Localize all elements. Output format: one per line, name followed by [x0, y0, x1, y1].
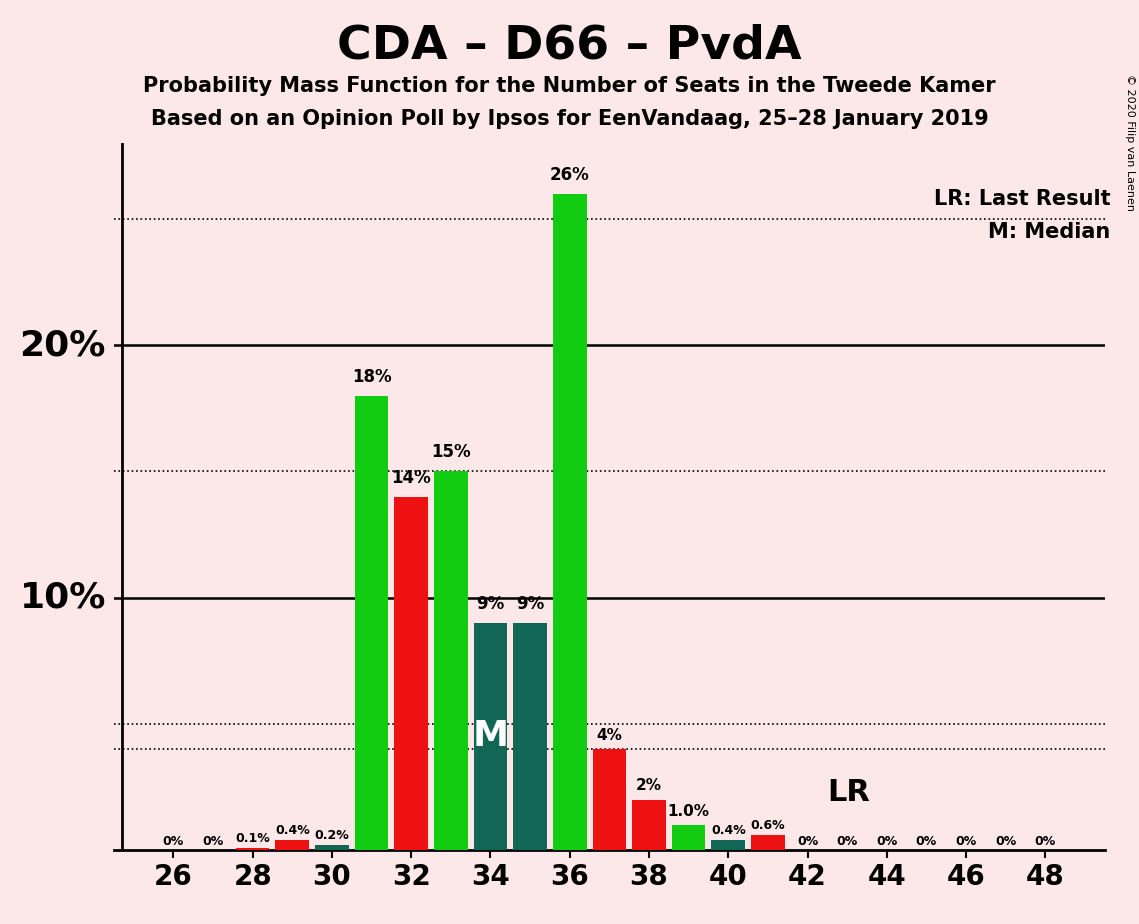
Text: 14%: 14%	[392, 468, 431, 487]
Bar	[236, 847, 270, 850]
Text: 0.6%: 0.6%	[751, 819, 785, 832]
Text: 15%: 15%	[431, 444, 470, 461]
Bar	[751, 835, 785, 850]
Text: 0%: 0%	[956, 835, 977, 848]
Bar	[434, 471, 468, 850]
Text: 2%: 2%	[636, 778, 662, 794]
Text: M: Median: M: Median	[989, 222, 1111, 242]
Text: LR: LR	[827, 777, 870, 807]
Text: 0.1%: 0.1%	[236, 832, 270, 845]
Text: Probability Mass Function for the Number of Seats in the Tweede Kamer: Probability Mass Function for the Number…	[144, 76, 995, 96]
Text: 0%: 0%	[797, 835, 818, 848]
Text: 0%: 0%	[163, 835, 185, 848]
Text: M: M	[473, 720, 508, 753]
Bar	[632, 799, 666, 850]
Text: 0.4%: 0.4%	[274, 824, 310, 837]
Text: © 2020 Filip van Laenen: © 2020 Filip van Laenen	[1125, 74, 1134, 211]
Bar	[552, 194, 587, 850]
Bar	[276, 840, 309, 850]
Bar	[712, 840, 745, 850]
Text: 0%: 0%	[203, 835, 223, 848]
Text: Based on an Opinion Poll by Ipsos for EenVandaag, 25–28 January 2019: Based on an Opinion Poll by Ipsos for Ee…	[150, 109, 989, 129]
Bar	[592, 749, 626, 850]
Text: 10%: 10%	[19, 580, 106, 614]
Text: 0%: 0%	[876, 835, 898, 848]
Text: CDA – D66 – PvdA: CDA – D66 – PvdA	[337, 23, 802, 68]
Bar	[354, 395, 388, 850]
Text: 0%: 0%	[1034, 835, 1056, 848]
Text: 18%: 18%	[352, 368, 392, 385]
Text: 0%: 0%	[836, 835, 858, 848]
Text: LR: Last Result: LR: Last Result	[934, 189, 1111, 210]
Text: 0.4%: 0.4%	[711, 824, 746, 837]
Text: 4%: 4%	[597, 728, 622, 743]
Text: 0%: 0%	[916, 835, 937, 848]
Text: 1.0%: 1.0%	[667, 804, 710, 819]
Text: 9%: 9%	[476, 595, 505, 613]
Bar	[316, 845, 349, 850]
Text: 0%: 0%	[995, 835, 1016, 848]
Bar	[672, 825, 705, 850]
Text: 0.2%: 0.2%	[314, 829, 350, 842]
Bar	[394, 497, 428, 850]
Text: 26%: 26%	[550, 165, 590, 184]
Text: 9%: 9%	[516, 595, 544, 613]
Text: 20%: 20%	[19, 328, 106, 362]
Bar	[514, 623, 547, 850]
Bar	[474, 623, 507, 850]
